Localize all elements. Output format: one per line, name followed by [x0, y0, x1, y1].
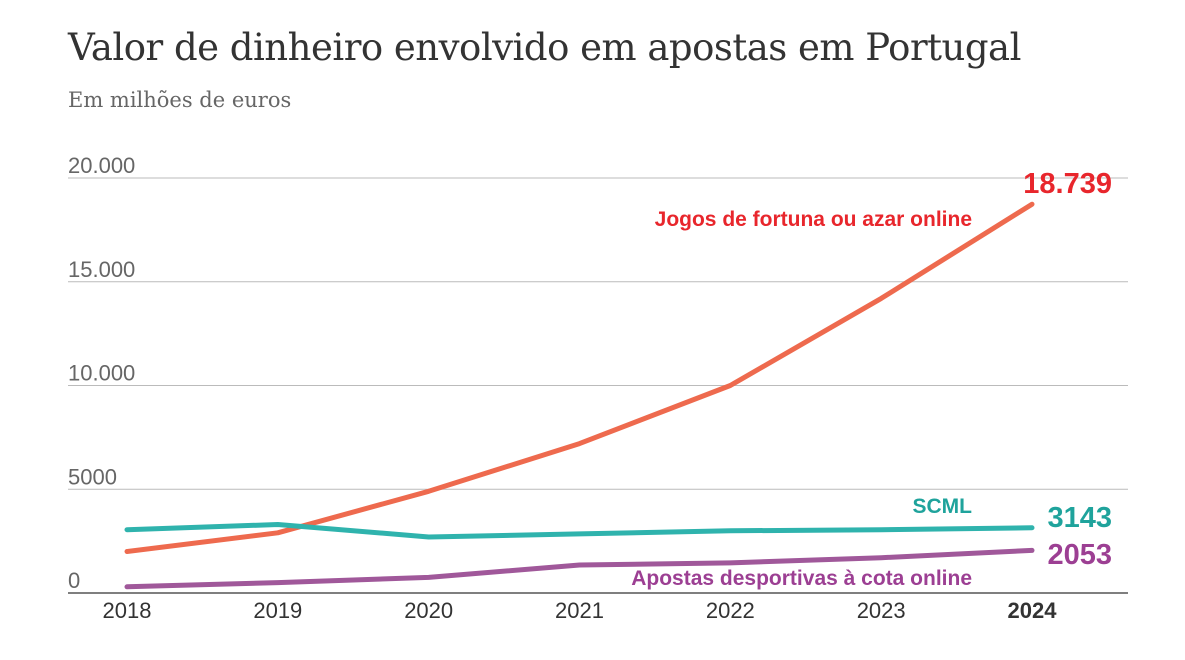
y-tick-label: 0 [68, 568, 80, 593]
y-tick-label: 15.000 [68, 257, 135, 282]
y-tick-label: 5000 [68, 464, 117, 489]
series-name-label-jogos-fortuna-azar: Jogos de fortuna ou azar online [655, 208, 972, 231]
x-tick-label: 2022 [706, 598, 755, 623]
series-end-value-scml: 3143 [1047, 502, 1112, 534]
series-line-scml [124, 522, 1035, 540]
y-tick-label: 20.000 [68, 153, 135, 178]
series-name-label-scml: SCML [913, 495, 973, 518]
x-tick-label: 2021 [555, 598, 604, 623]
series-end-value-apostas-desportivas: 2053 [1047, 539, 1112, 571]
series-line-jogos-fortuna-azar [124, 201, 1035, 554]
series-name-label-apostas-desportivas: Apostas desportivas à cota online [631, 567, 972, 590]
series-end-value-jogos-fortuna-azar: 18.739 [1023, 168, 1112, 200]
series-labels: Jogos de fortuna ou azar online 18.739 SCM… [631, 168, 1112, 590]
x-tick-label: 2023 [857, 598, 906, 623]
gridlines [68, 177, 1128, 594]
x-axis-ticks: 2018 2019 2020 2021 2022 2023 2024 [103, 598, 1058, 623]
x-tick-label: 2018 [103, 598, 152, 623]
x-tick-label: 2019 [253, 598, 302, 623]
x-tick-label: 2024 [1008, 598, 1058, 623]
chart-subtitle: Em milhões de euros [68, 88, 292, 112]
x-tick-label: 2020 [404, 598, 453, 623]
chart-title: Valor de dinheiro envolvido em apostas e… [68, 26, 1021, 69]
series-line-apostas-desportivas [124, 547, 1035, 590]
y-tick-label: 10.000 [68, 361, 135, 386]
y-axis-ticks: 0 5000 10.000 15.000 20.000 [68, 153, 135, 593]
series-lines [124, 201, 1035, 590]
